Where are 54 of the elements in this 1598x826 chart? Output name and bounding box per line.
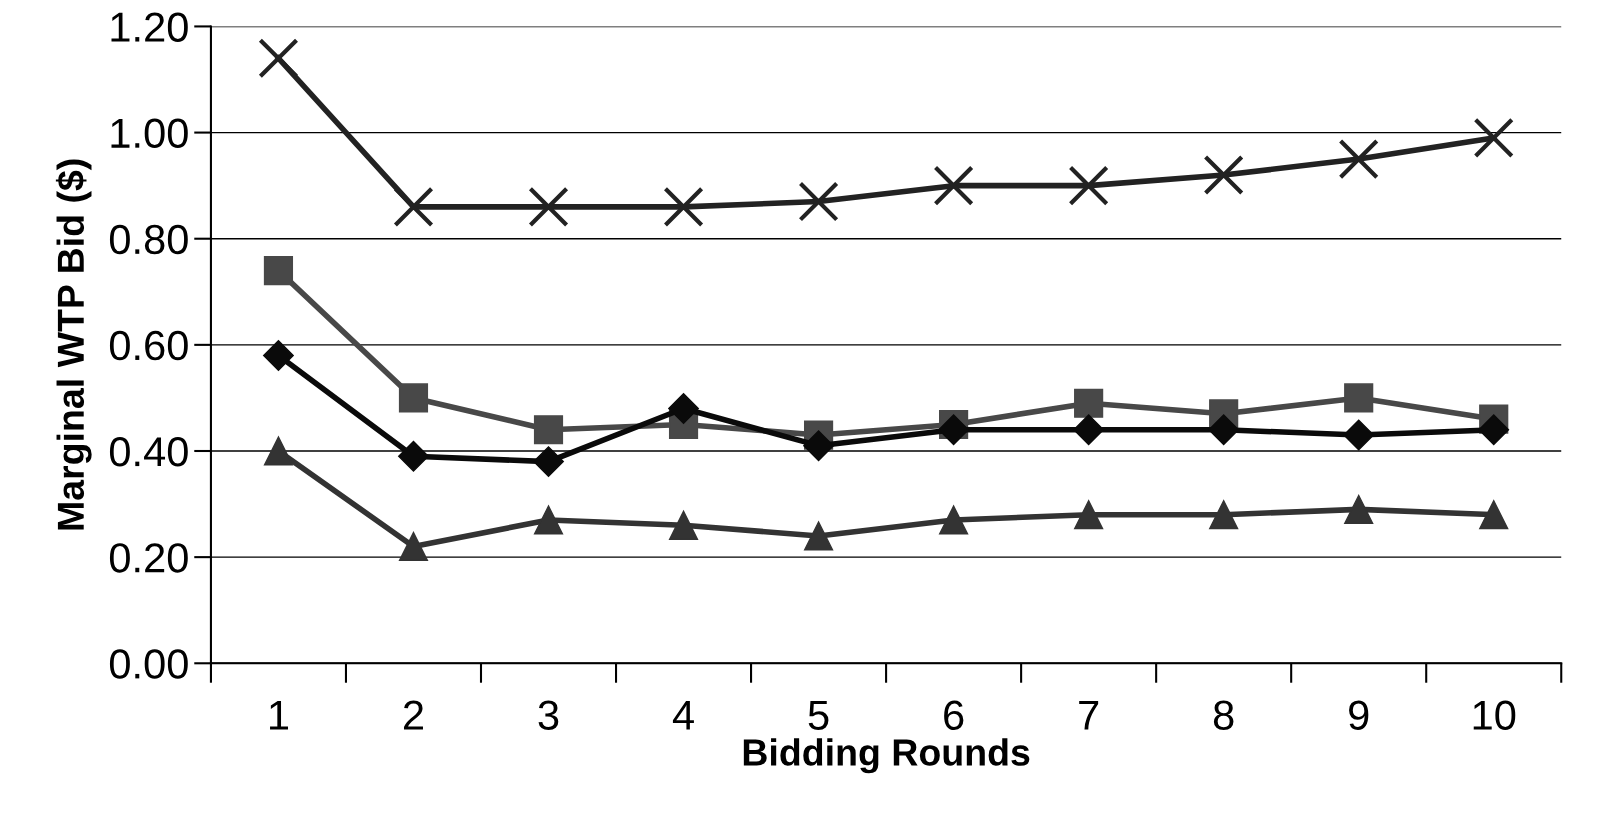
point bbox=[1343, 419, 1375, 451]
point bbox=[1344, 383, 1374, 413]
point bbox=[933, 165, 974, 206]
y-tick-label: 0.60 bbox=[109, 330, 188, 361]
point bbox=[258, 38, 299, 79]
x-tick-label: 9 bbox=[1349, 700, 1369, 730]
point bbox=[798, 181, 839, 222]
point bbox=[533, 446, 564, 478]
point bbox=[398, 383, 429, 413]
x-tick-label: 8 bbox=[1213, 700, 1234, 730]
y-tick-label: 0.20 bbox=[109, 543, 188, 573]
y-tick-label: 1.00 bbox=[111, 118, 188, 149]
point bbox=[398, 531, 429, 562]
point bbox=[1208, 414, 1240, 446]
point bbox=[1068, 165, 1109, 206]
point bbox=[533, 415, 564, 445]
point bbox=[803, 430, 835, 462]
y-axis-title: Marginal WTP Bid ($) bbox=[55, 159, 92, 530]
point bbox=[263, 436, 294, 466]
x-tick-label: 7 bbox=[1079, 700, 1099, 730]
point bbox=[938, 414, 970, 446]
x-axis-title: Bidding Rounds bbox=[743, 738, 1030, 774]
point bbox=[663, 186, 704, 228]
x-tick-label: 2 bbox=[403, 700, 423, 730]
point bbox=[533, 505, 564, 535]
y-tick-label: 1.20 bbox=[111, 12, 188, 42]
x-tick-label: 10 bbox=[1473, 700, 1516, 730]
point bbox=[528, 186, 569, 228]
point bbox=[398, 440, 429, 472]
y-tick-label: 0.40 bbox=[109, 437, 188, 467]
point bbox=[1074, 388, 1104, 418]
point bbox=[1473, 117, 1514, 159]
y-tick-label: 0.00 bbox=[109, 649, 188, 679]
x-tick-label: 1 bbox=[270, 700, 289, 730]
point bbox=[263, 340, 294, 371]
point bbox=[939, 505, 969, 535]
point bbox=[668, 510, 699, 540]
x-tick-label: 4 bbox=[672, 700, 694, 730]
point bbox=[1338, 138, 1379, 180]
point bbox=[263, 255, 294, 286]
x-tick-label: 3 bbox=[538, 700, 559, 730]
x-tick-label: 5 bbox=[808, 700, 829, 730]
x-tick-label: 6 bbox=[944, 700, 964, 730]
point bbox=[1074, 500, 1104, 530]
y-tick-label: 0.80 bbox=[109, 224, 188, 255]
point bbox=[1203, 154, 1244, 196]
point bbox=[1478, 414, 1510, 446]
point bbox=[393, 186, 434, 228]
point bbox=[1479, 500, 1509, 530]
point bbox=[1209, 500, 1239, 530]
point bbox=[803, 521, 834, 551]
point bbox=[668, 393, 699, 424]
point bbox=[1073, 414, 1105, 446]
point bbox=[1344, 494, 1374, 524]
